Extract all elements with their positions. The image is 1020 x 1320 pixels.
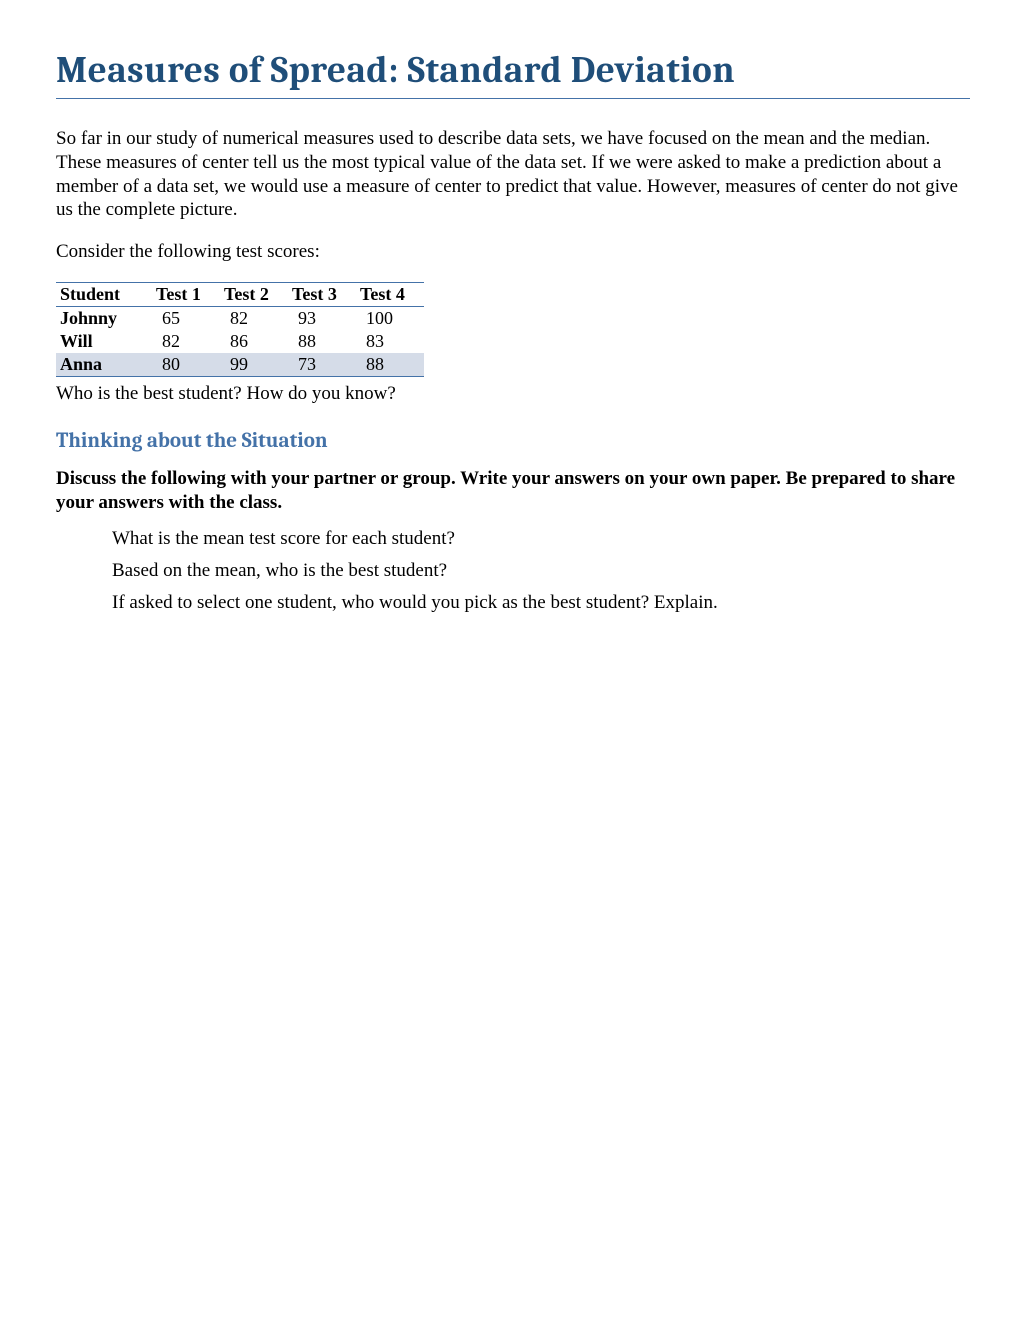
intro-paragraph: So far in our study of numerical measure… <box>56 127 970 222</box>
consider-line: Consider the following test scores: <box>56 240 970 264</box>
cell-score: 82 <box>220 306 288 330</box>
question-list: What is the mean test score for each stu… <box>56 528 970 614</box>
question-item: What is the mean test score for each stu… <box>112 528 970 550</box>
header-test2: Test 2 <box>220 282 288 306</box>
header-test1: Test 1 <box>152 282 220 306</box>
cell-score: 80 <box>152 353 220 377</box>
header-test3: Test 3 <box>288 282 356 306</box>
question-item: If asked to select one student, who woul… <box>112 592 970 614</box>
header-student: Student <box>56 282 152 306</box>
cell-score: 73 <box>288 353 356 377</box>
table-row: Will82868883 <box>56 330 424 353</box>
table-row: Johnny658293100 <box>56 306 424 330</box>
scores-table: Student Test 1 Test 2 Test 3 Test 4 John… <box>56 282 424 377</box>
cell-score: 99 <box>220 353 288 377</box>
cell-score: 93 <box>288 306 356 330</box>
table-header-row: Student Test 1 Test 2 Test 3 Test 4 <box>56 282 424 306</box>
cell-score: 65 <box>152 306 220 330</box>
cell-student-name: Will <box>56 330 152 353</box>
cell-score: 100 <box>356 306 424 330</box>
cell-score: 88 <box>288 330 356 353</box>
below-table-question: Who is the best student? How do you know… <box>56 383 970 405</box>
question-item: Based on the mean, who is the best stude… <box>112 560 970 582</box>
cell-score: 88 <box>356 353 424 377</box>
table-body: Johnny658293100Will82868883Anna80997388 <box>56 306 424 376</box>
cell-student-name: Johnny <box>56 306 152 330</box>
page-title: Measures of Spread: Standard Deviation <box>56 50 970 99</box>
header-test4: Test 4 <box>356 282 424 306</box>
cell-score: 82 <box>152 330 220 353</box>
section-heading: Thinking about the Situation <box>56 429 970 453</box>
cell-score: 86 <box>220 330 288 353</box>
cell-student-name: Anna <box>56 353 152 377</box>
cell-score: 83 <box>356 330 424 353</box>
table-row: Anna80997388 <box>56 353 424 377</box>
instruction-text: Discuss the following with your partner … <box>56 467 970 516</box>
